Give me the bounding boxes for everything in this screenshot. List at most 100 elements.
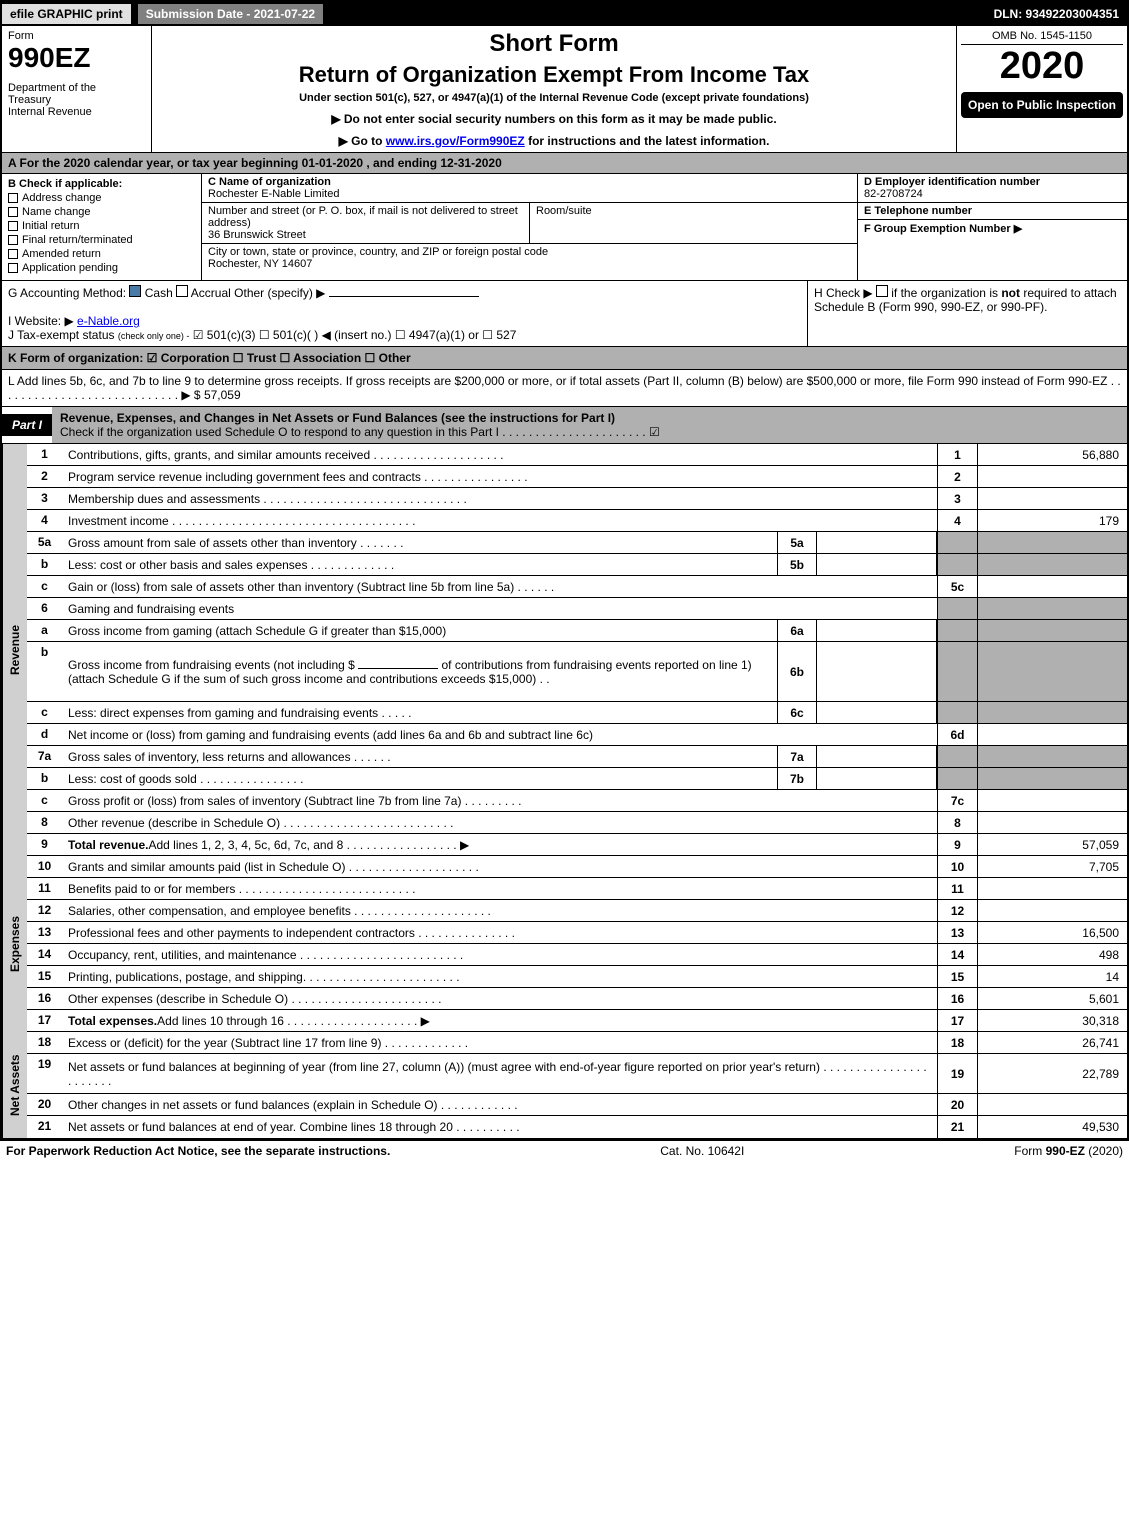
line-num: 2 (27, 466, 62, 487)
line-amount: 56,880 (977, 444, 1127, 465)
line-ref: 1 (937, 444, 977, 465)
line-desc: Program service revenue including govern… (62, 466, 937, 487)
line-amount (977, 812, 1127, 833)
check-accrual[interactable] (176, 285, 188, 297)
line-sub: 5b (777, 554, 817, 575)
line-7c: c Gross profit or (loss) from sales of i… (27, 790, 1127, 812)
line-amount (977, 576, 1127, 597)
tax-exempt-sub: (check only one) - (118, 331, 190, 341)
check-application-pending[interactable]: Application pending (8, 262, 195, 274)
line-subval (817, 746, 937, 767)
topbar: efile GRAPHIC print Submission Date - 20… (2, 2, 1127, 26)
check-final-return[interactable]: Final return/terminated (8, 234, 195, 246)
line-9: 9 Total revenue. Add lines 1, 2, 3, 4, 5… (27, 834, 1127, 856)
line-16: 16 Other expenses (describe in Schedule … (27, 988, 1127, 1010)
check-name-change[interactable]: Name change (8, 206, 195, 218)
line-amount-shade (977, 554, 1127, 575)
opt-cash: Cash (145, 286, 173, 300)
form-id-block: Form 990EZ Department of theTreasuryInte… (2, 26, 152, 152)
room-cell: Room/suite (529, 203, 857, 243)
line-desc: Other revenue (describe in Schedule O) .… (62, 812, 937, 833)
box-d: D Employer identification number 82-2708… (858, 174, 1127, 203)
footer-right: Form 990-EZ (2020) (1014, 1144, 1123, 1158)
netassets-section: Net Assets 18 Excess or (deficit) for th… (2, 1032, 1127, 1138)
line-amount: 7,705 (977, 856, 1127, 877)
form-container: efile GRAPHIC print Submission Date - 20… (0, 0, 1129, 1140)
instr2-post: for instructions and the latest informat… (525, 134, 770, 148)
instr2-pre: ▶ Go to (339, 134, 386, 148)
line-ref-shade (937, 768, 977, 789)
year-block: OMB No. 1545-1150 2020 Open to Public In… (957, 26, 1127, 152)
line-desc: Less: cost or other basis and sales expe… (62, 554, 777, 575)
check-address-change[interactable]: Address change (8, 192, 195, 204)
line-amount-shade (977, 702, 1127, 723)
line-num: c (27, 790, 62, 811)
section-a: A For the 2020 calendar year, or tax yea… (2, 153, 1127, 174)
check-schedule-b[interactable] (876, 285, 888, 297)
line-num: 18 (27, 1032, 62, 1053)
line-ref: 19 (937, 1054, 977, 1093)
box-c: C Name of organization Rochester E-Nable… (202, 174, 857, 280)
info-grid: B Check if applicable: Address change Na… (2, 174, 1127, 281)
line-10: 10 Grants and similar amounts paid (list… (27, 856, 1127, 878)
line-ref: 17 (937, 1010, 977, 1031)
line-subval (817, 768, 937, 789)
line-6b: b Gross income from fundraising events (… (27, 642, 1127, 702)
line-amount: 49,530 (977, 1116, 1127, 1138)
line-desc: Gross income from fundraising events (no… (62, 642, 777, 701)
line-20: 20 Other changes in net assets or fund b… (27, 1094, 1127, 1116)
line-ref: 8 (937, 812, 977, 833)
line-desc: Gross amount from sale of assets other t… (62, 532, 777, 553)
revenue-side-label: Revenue (2, 444, 27, 856)
line-ref-shade (937, 598, 977, 619)
line-13: 13 Professional fees and other payments … (27, 922, 1127, 944)
netassets-side-label: Net Assets (2, 1032, 27, 1138)
line-amount: 26,741 (977, 1032, 1127, 1053)
tax-year: 2020 (961, 45, 1123, 88)
line-4: 4 Investment income . . . . . . . . . . … (27, 510, 1127, 532)
line-6a: a Gross income from gaming (attach Sched… (27, 620, 1127, 642)
org-name: Rochester E-Nable Limited (208, 188, 339, 200)
line-sub: 7b (777, 768, 817, 789)
efile-print-label[interactable]: efile GRAPHIC print (2, 4, 133, 24)
line-num: 21 (27, 1116, 62, 1138)
line-amount-shade (977, 620, 1127, 641)
accounting-label: G Accounting Method: (8, 286, 126, 300)
check-amended-return[interactable]: Amended return (8, 248, 195, 260)
org-form-label: K Form of organization: (8, 351, 143, 365)
opt-other: Other (specify) ▶ (234, 286, 325, 300)
line-ref: 15 (937, 966, 977, 987)
line-11: 11 Benefits paid to or for members . . .… (27, 878, 1127, 900)
line-amount (977, 466, 1127, 487)
line-subval (817, 642, 937, 701)
footer: For Paperwork Reduction Act Notice, see … (0, 1140, 1129, 1161)
line-num: 17 (27, 1010, 62, 1031)
irs-link[interactable]: www.irs.gov/Form990EZ (386, 134, 525, 148)
line-desc: Gain or (loss) from sale of assets other… (62, 576, 937, 597)
line-desc: Less: direct expenses from gaming and fu… (62, 702, 777, 723)
line-num: 10 (27, 856, 62, 877)
line-amount: 498 (977, 944, 1127, 965)
line-6c: c Less: direct expenses from gaming and … (27, 702, 1127, 724)
line-6d: d Net income or (loss) from gaming and f… (27, 724, 1127, 746)
footer-center: Cat. No. 10642I (660, 1144, 744, 1158)
line-desc: Total expenses. Add lines 10 through 16 … (62, 1010, 937, 1031)
line-desc: Gaming and fundraising events (62, 598, 937, 619)
line-desc: Gross income from gaming (attach Schedul… (62, 620, 777, 641)
org-name-label: C Name of organization (208, 176, 331, 188)
website-link[interactable]: e-Nable.org (77, 314, 140, 328)
line-num: a (27, 620, 62, 641)
city-value: Rochester, NY 14607 (208, 258, 312, 270)
boxs-def: D Employer identification number 82-2708… (857, 174, 1127, 280)
line-ref: 4 (937, 510, 977, 531)
line-3: 3 Membership dues and assessments . . . … (27, 488, 1127, 510)
line-desc: Less: cost of goods sold . . . . . . . .… (62, 768, 777, 789)
tax-exempt-label: J Tax-exempt status (8, 328, 115, 342)
line-desc: Printing, publications, postage, and shi… (62, 966, 937, 987)
check-cash[interactable] (129, 285, 141, 297)
line-ref: 7c (937, 790, 977, 811)
form-header: Form 990EZ Department of theTreasuryInte… (2, 26, 1127, 153)
check-initial-return[interactable]: Initial return (8, 220, 195, 232)
expenses-side-label: Expenses (2, 856, 27, 1032)
line-ref: 16 (937, 988, 977, 1009)
